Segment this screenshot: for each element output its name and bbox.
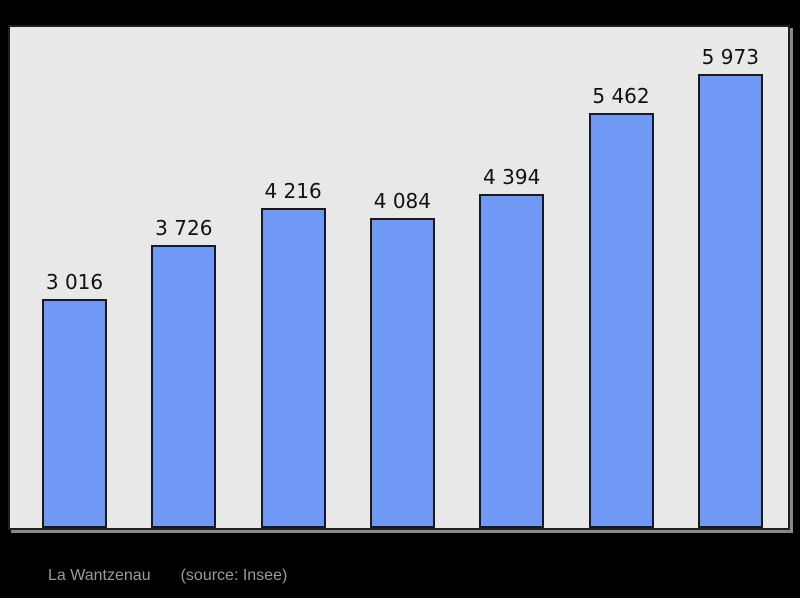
bar-group: 4 394 (479, 165, 545, 528)
caption-commune-name: La Wantzenau (48, 567, 151, 584)
bar-group: 5 462 (588, 84, 654, 528)
bar (697, 74, 763, 528)
chart-area: 3 016 3 726 4 216 4 084 4 394 5 462 5 973 (8, 25, 790, 530)
bar-value-label: 4 084 (373, 189, 432, 213)
bar-value-label: 5 973 (701, 45, 759, 69)
bar-group: 4 084 (369, 189, 435, 528)
bars-container: 3 016 3 726 4 216 4 084 4 394 5 462 5 973 (10, 27, 788, 528)
bar-group: 3 016 (42, 271, 107, 528)
bar-value-label: 4 216 (264, 179, 322, 203)
bar-group: 5 973 (697, 45, 763, 528)
bar (151, 245, 217, 528)
bar-value-label: 4 394 (483, 165, 541, 189)
bar-value-label: 3 016 (45, 270, 104, 294)
bar-value-label: 5 462 (592, 84, 650, 108)
bar (42, 299, 107, 528)
bar-group: 3 726 (151, 216, 217, 528)
bar (369, 218, 435, 528)
bar (260, 208, 326, 528)
chart-caption: La Wantzenau (source: Insee) (48, 567, 287, 585)
bar-value-label: 3 726 (155, 216, 213, 240)
caption-source: (source: Insee) (180, 567, 288, 584)
bar-group: 4 216 (260, 179, 326, 528)
bar (588, 113, 654, 528)
bar (479, 194, 545, 528)
